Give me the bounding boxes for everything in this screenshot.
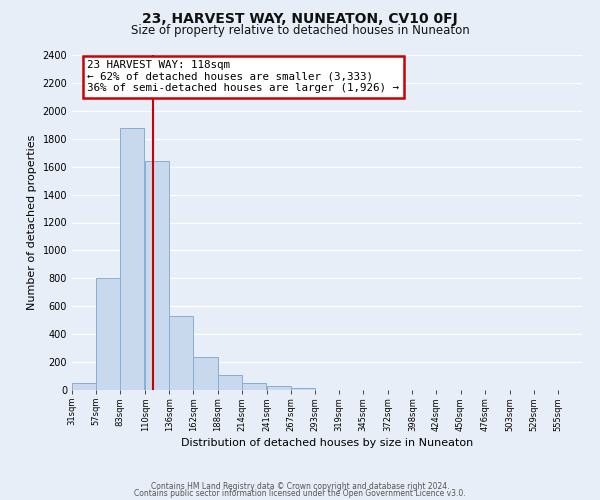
- Bar: [120, 128, 145, 390]
- Y-axis label: Number of detached properties: Number of detached properties: [27, 135, 37, 310]
- Bar: [218, 374, 242, 390]
- Bar: [242, 383, 266, 390]
- Text: 23, HARVEST WAY, NUNEATON, CV10 0FJ: 23, HARVEST WAY, NUNEATON, CV10 0FJ: [142, 12, 458, 26]
- Bar: [193, 356, 218, 390]
- Bar: [169, 316, 193, 390]
- Text: Contains public sector information licensed under the Open Government Licence v3: Contains public sector information licen…: [134, 489, 466, 498]
- Bar: [72, 383, 96, 390]
- Text: 23 HARVEST WAY: 118sqm
← 62% of detached houses are smaller (3,333)
36% of semi-: 23 HARVEST WAY: 118sqm ← 62% of detached…: [88, 60, 400, 93]
- Bar: [145, 161, 169, 390]
- Bar: [267, 386, 291, 390]
- Bar: [96, 278, 120, 390]
- Text: Contains HM Land Registry data © Crown copyright and database right 2024.: Contains HM Land Registry data © Crown c…: [151, 482, 449, 491]
- Bar: [291, 388, 315, 390]
- X-axis label: Distribution of detached houses by size in Nuneaton: Distribution of detached houses by size …: [181, 438, 473, 448]
- Text: Size of property relative to detached houses in Nuneaton: Size of property relative to detached ho…: [131, 24, 469, 37]
